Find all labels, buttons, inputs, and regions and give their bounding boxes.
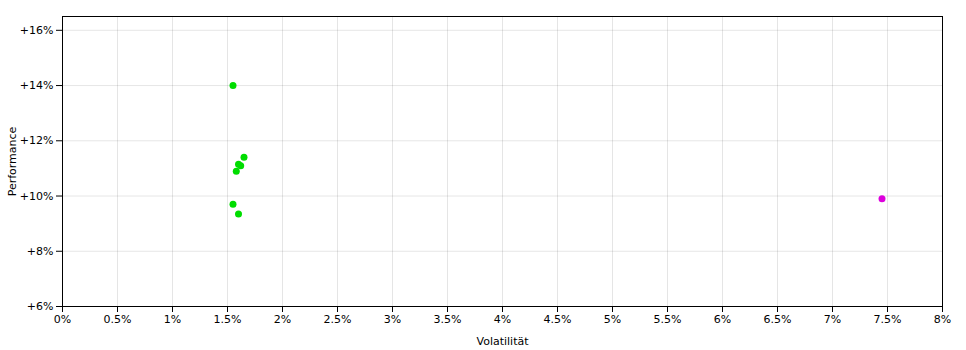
svg-text:7%: 7% bbox=[824, 313, 841, 326]
svg-text:Performance: Performance bbox=[6, 126, 19, 196]
svg-text:+16%: +16% bbox=[20, 24, 54, 37]
svg-text:+10%: +10% bbox=[20, 190, 54, 203]
svg-text:4.5%: 4.5% bbox=[544, 313, 572, 326]
svg-text:+6%: +6% bbox=[27, 300, 54, 313]
svg-text:1.5%: 1.5% bbox=[214, 313, 242, 326]
svg-text:8%: 8% bbox=[934, 313, 951, 326]
svg-text:7.5%: 7.5% bbox=[874, 313, 902, 326]
svg-text:5.5%: 5.5% bbox=[654, 313, 682, 326]
svg-text:0.5%: 0.5% bbox=[104, 313, 132, 326]
svg-text:2.5%: 2.5% bbox=[324, 313, 352, 326]
svg-text:0%: 0% bbox=[54, 313, 71, 326]
svg-text:+14%: +14% bbox=[20, 79, 54, 92]
svg-text:1%: 1% bbox=[164, 313, 181, 326]
svg-text:3.5%: 3.5% bbox=[434, 313, 462, 326]
svg-text:6.5%: 6.5% bbox=[764, 313, 792, 326]
svg-text:4%: 4% bbox=[494, 313, 511, 326]
svg-text:3%: 3% bbox=[384, 313, 401, 326]
svg-text:+8%: +8% bbox=[27, 245, 54, 258]
svg-text:6%: 6% bbox=[714, 313, 731, 326]
svg-text:5%: 5% bbox=[604, 313, 621, 326]
svg-text:2%: 2% bbox=[274, 313, 291, 326]
svg-text:+12%: +12% bbox=[20, 134, 54, 147]
svg-text:Volatilität: Volatilität bbox=[476, 335, 529, 348]
